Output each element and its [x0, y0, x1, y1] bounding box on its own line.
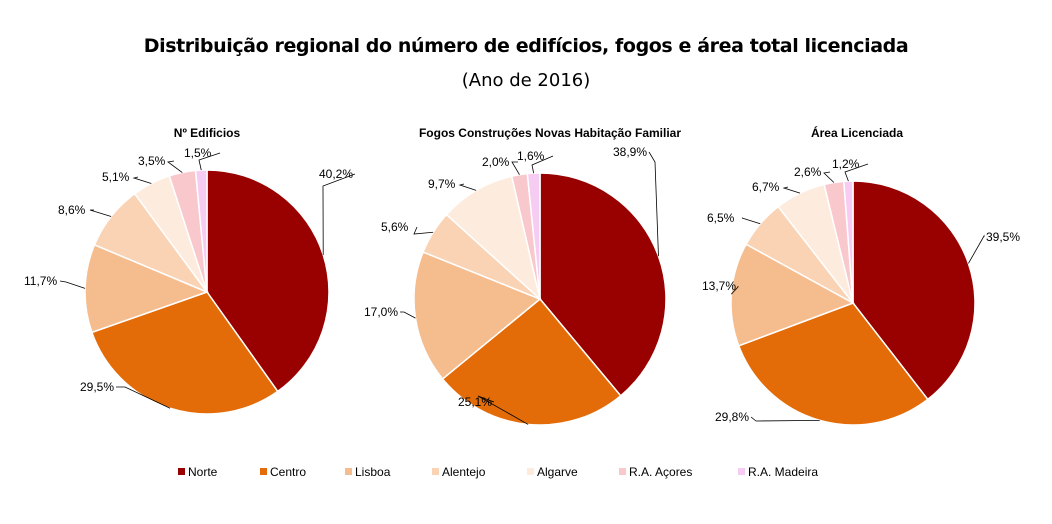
legend-label: Lisboa: [355, 465, 391, 479]
leader-line: [198, 152, 221, 171]
legend-item-r-a-a-ores: R.A. Açores: [619, 465, 692, 479]
legend-swatch: [260, 468, 267, 475]
pie-slice-lisboa: [84, 243, 210, 334]
data-label: 39,5%: [986, 230, 1020, 244]
leader-line: [511, 161, 520, 175]
legend-label: R.A. Madeira: [748, 465, 818, 479]
leader-line: [741, 217, 761, 225]
leader-line: [116, 386, 171, 409]
leader-line: [844, 163, 869, 182]
data-label: 29,8%: [715, 410, 749, 424]
legend-label: Alentejo: [442, 465, 486, 479]
data-label: 1,6%: [517, 149, 545, 163]
data-label: 25,1%: [458, 395, 492, 409]
legend-swatch: [527, 468, 534, 475]
data-label: 6,7%: [752, 180, 780, 194]
pie-slice-r-a-madeira: [843, 180, 854, 304]
legend-item-centro: Centro: [260, 465, 306, 479]
legend-item-norte: Norte: [178, 465, 218, 479]
leader-line: [400, 311, 416, 319]
data-label: 40,2%: [319, 167, 353, 181]
data-label: 5,1%: [102, 170, 130, 184]
legend-item-r-a-madeira: R.A. Madeira: [738, 465, 818, 479]
data-label: 5,6%: [381, 220, 409, 234]
data-label: 29,5%: [80, 380, 114, 394]
data-label: 1,5%: [184, 146, 212, 160]
legend-swatch: [738, 468, 745, 475]
data-label: 9,7%: [428, 177, 456, 191]
leader-line: [782, 186, 801, 194]
leader-line: [477, 395, 529, 425]
leader-line: [458, 183, 477, 191]
pie-slice-norte: [852, 180, 976, 401]
pie-title: Fogos Construções Novas Habitação Famili…: [419, 126, 681, 140]
data-label: 3,5%: [138, 154, 166, 168]
legend-label: Norte: [188, 465, 218, 479]
pie-title: Área Licenciada: [811, 125, 903, 140]
data-label: 2,0%: [482, 155, 510, 169]
leader-line: [731, 286, 739, 295]
legend-swatch: [432, 468, 439, 475]
leader-line: [968, 234, 985, 264]
legend-item-alentejo: Alentejo: [432, 465, 486, 479]
leader-line: [413, 226, 434, 235]
data-label: 1,2%: [832, 157, 860, 171]
pie-slice-algarve: [445, 175, 542, 302]
legend: Norte Centro Lisboa Alentejo Algarve R.A. Aço…: [178, 465, 818, 479]
chart-title: Distribuição regional do número de edifí…: [143, 35, 909, 57]
leader-line: [132, 176, 152, 184]
data-label: 17,0%: [364, 305, 398, 319]
leader-line: [322, 173, 356, 255]
pie-chart-3: Área Licenciada 39,5% 29,8% 13,7% 6,5% 6,7% 2,…: [702, 125, 1020, 426]
leader-line: [89, 209, 112, 217]
pie-title: Nº Edificios: [174, 126, 241, 140]
legend-label: Centro: [270, 465, 306, 479]
legend-swatch: [178, 468, 185, 475]
legend-swatch: [345, 468, 352, 475]
chart-subtitle: (Ano de 2016): [461, 70, 591, 91]
legend-label: R.A. Açores: [629, 465, 692, 479]
leader-line: [648, 151, 659, 257]
leader-line: [167, 160, 183, 173]
data-label: 13,7%: [702, 279, 736, 293]
pie-chart-1: Nº Edificios 40,2% 29,5% 11,7% 8,6% 5,1% 3,5% 1…: [24, 126, 356, 415]
legend-item-lisboa: Lisboa: [345, 465, 391, 479]
legend-swatch: [619, 468, 626, 475]
data-label: 2,6%: [794, 165, 822, 179]
pie-chart-2: Fogos Construções Novas Habitação Famili…: [364, 126, 681, 426]
legend-item-algarve: Algarve: [527, 465, 578, 479]
leader-line: [531, 155, 554, 174]
data-label: 38,9%: [613, 145, 647, 159]
legend-label: Algarve: [537, 465, 578, 479]
pie-slice-norte: [539, 172, 667, 397]
data-label: 8,6%: [58, 203, 86, 217]
data-label: 11,7%: [24, 274, 57, 288]
pie-slice-lisboa: [413, 251, 542, 380]
pie-slice-centro: [737, 302, 929, 426]
data-label: 6,5%: [707, 211, 735, 225]
leader-line: [59, 280, 86, 289]
leader-line: [823, 171, 835, 183]
leader-line: [750, 416, 820, 422]
